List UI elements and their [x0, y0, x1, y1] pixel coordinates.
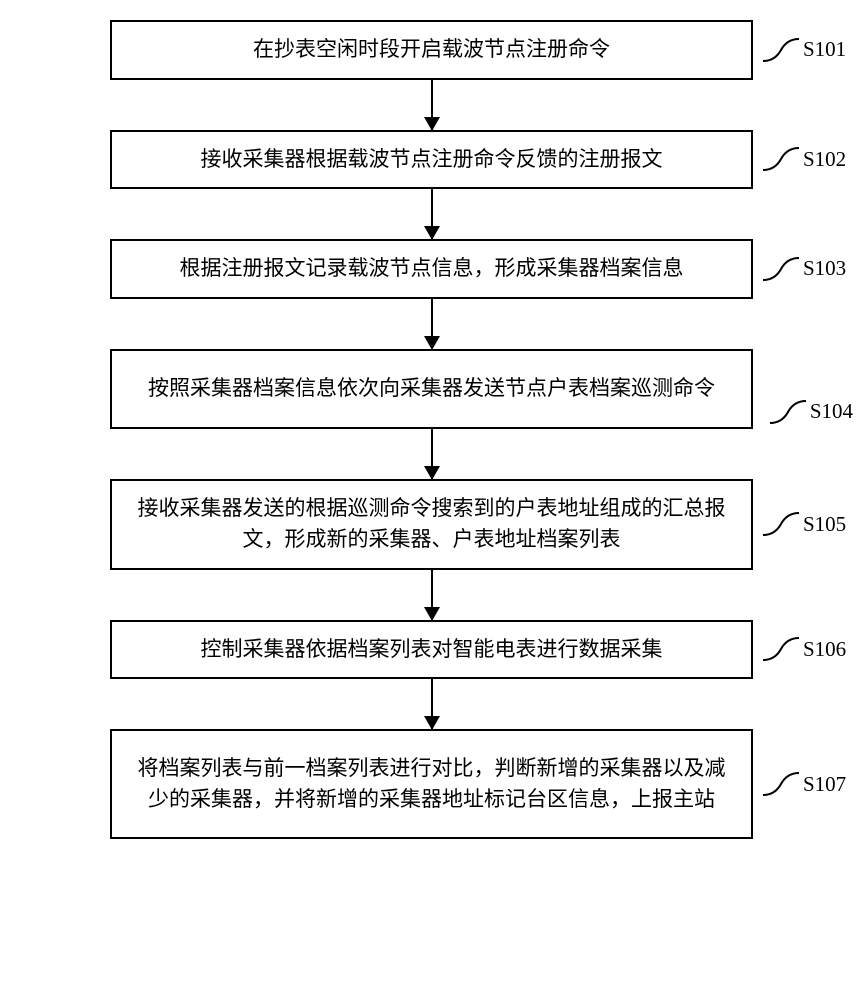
arrow-down-icon [431, 80, 433, 130]
step-label-wrap: S105 [761, 509, 846, 539]
flow-row: 接收采集器根据载波节点注册命令反馈的注册报文 S102 [10, 130, 853, 190]
flow-row: 将档案列表与前一档案列表进行对比，判断新增的采集器以及减少的采集器，并将新增的采… [10, 729, 853, 839]
step-label: S104 [810, 399, 853, 424]
step-box: 接收采集器根据载波节点注册命令反馈的注册报文 [110, 130, 753, 190]
step-label-wrap: S103 [761, 254, 846, 284]
arrow-down-icon [431, 429, 433, 479]
flowchart-container: 在抄表空闲时段开启载波节点注册命令 S101 接收采集器根据载波节点注册命令反馈的注… [10, 20, 853, 839]
spacer: S103 [753, 254, 853, 284]
flow-row: 控制采集器依据档案列表对智能电表进行数据采集 S106 [10, 620, 853, 680]
step-label: S102 [803, 147, 846, 172]
arrow-down-icon [431, 570, 433, 620]
spacer: S101 [753, 35, 853, 65]
step-label: S105 [803, 512, 846, 537]
spacer: S106 [753, 634, 853, 664]
step-label-wrap: S106 [761, 634, 846, 664]
spacer: S105 [753, 509, 853, 539]
step-box: 接收采集器发送的根据巡测命令搜索到的户表地址组成的汇总报文，形成新的采集器、户表… [110, 479, 753, 570]
step-label: S106 [803, 637, 846, 662]
step-label: S107 [803, 772, 846, 797]
step-box: 按照采集器档案信息依次向采集器发送节点户表档案巡测命令 [110, 349, 753, 429]
arrow-down-icon [431, 299, 433, 349]
flow-row: 根据注册报文记录载波节点信息，形成采集器档案信息 S103 [10, 239, 853, 299]
step-box: 将档案列表与前一档案列表进行对比，判断新增的采集器以及减少的采集器，并将新增的采… [110, 729, 753, 839]
step-box: 在抄表空闲时段开启载波节点注册命令 [110, 20, 753, 80]
spacer: S102 [753, 144, 853, 174]
step-box: 控制采集器依据档案列表对智能电表进行数据采集 [110, 620, 753, 680]
curve-connector [761, 254, 801, 284]
step-label-wrap: S104 [768, 397, 853, 427]
step-label-wrap: S107 [761, 769, 846, 799]
curve-connector [761, 35, 801, 65]
arrow-down-icon [431, 189, 433, 239]
step-label: S101 [803, 37, 846, 62]
curve-connector [761, 634, 801, 664]
curve-connector [761, 509, 801, 539]
flow-row: 接收采集器发送的根据巡测命令搜索到的户表地址组成的汇总报文，形成新的采集器、户表… [10, 479, 853, 570]
curve-connector [768, 397, 808, 427]
flow-row: 按照采集器档案信息依次向采集器发送节点户表档案巡测命令 S104 [10, 349, 853, 429]
step-label-wrap: S102 [761, 144, 846, 174]
step-label-wrap: S101 [761, 35, 846, 65]
step-label: S103 [803, 256, 846, 281]
curve-connector [761, 769, 801, 799]
curve-connector [761, 144, 801, 174]
flow-row: 在抄表空闲时段开启载波节点注册命令 S101 [10, 20, 853, 80]
arrow-down-icon [431, 679, 433, 729]
spacer: S107 [753, 769, 853, 799]
step-box: 根据注册报文记录载波节点信息，形成采集器档案信息 [110, 239, 753, 299]
